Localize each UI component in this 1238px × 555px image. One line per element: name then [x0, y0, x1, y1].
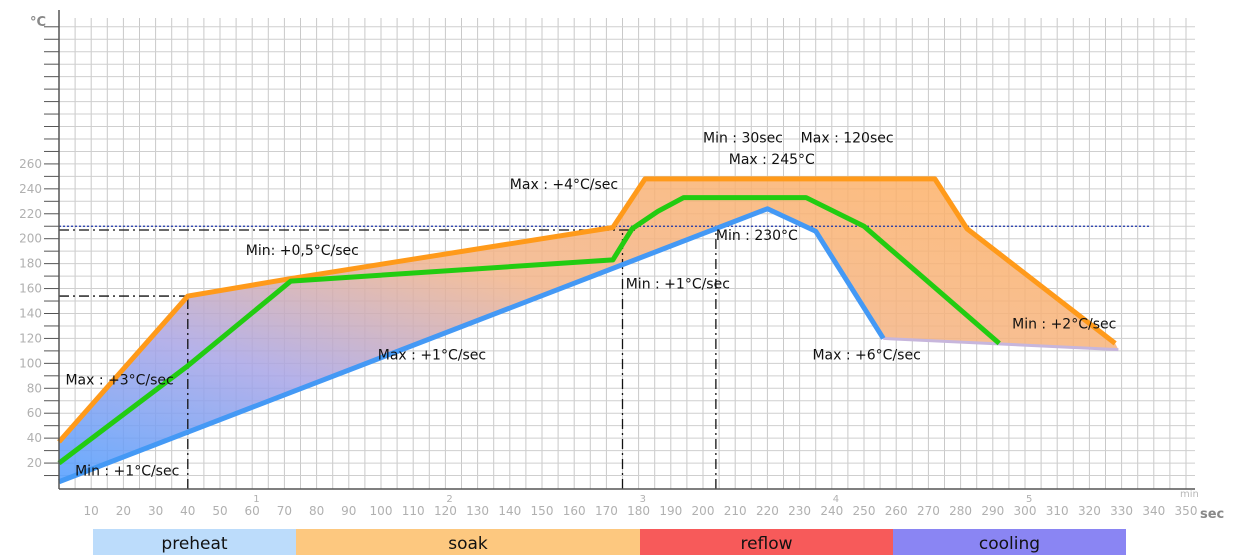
x-tick-label: 10 [84, 504, 99, 518]
phase-label: preheat [161, 534, 228, 554]
y-tick-label: 120 [19, 331, 42, 345]
x-tick-label: 280 [949, 504, 972, 518]
annotation-label: Min : 30sec Max : 120sec [703, 131, 894, 147]
x-tick-label: 240 [820, 504, 843, 518]
x-tick-label: 220 [756, 504, 779, 518]
y-tick-label: 60 [27, 406, 42, 420]
x-tick-label: 300 [1014, 504, 1037, 518]
y-tick-label: 100 [19, 356, 42, 370]
x-tick-label: 190 [659, 504, 682, 518]
y-tick-label: 200 [19, 232, 42, 246]
max-profile-line [57, 176, 1117, 444]
annotation-label: Max : +1°C/sec [378, 348, 486, 364]
x-tick-label: 70 [277, 504, 292, 518]
y-tick-label: 20 [27, 456, 42, 470]
minute-mark-label: 5 [1026, 494, 1032, 505]
x-tick-label: 160 [563, 504, 586, 518]
x-tick-label: 100 [370, 504, 393, 518]
x-tick-label: 330 [1110, 504, 1133, 518]
x-tick-label: 230 [788, 504, 811, 518]
profile-envelope [59, 178, 1119, 482]
x-axis-unit: sec [1200, 507, 1224, 522]
x-tick-label: 140 [498, 504, 521, 518]
cooling-envelope-edge [883, 336, 1119, 352]
x-tick-label: 310 [1046, 504, 1069, 518]
y-tick-label: 140 [19, 306, 42, 320]
x-tick-label: 290 [981, 504, 1004, 518]
x-tick-label: 170 [595, 504, 618, 518]
x-tick-label: 270 [917, 504, 940, 518]
y-tick-label: 40 [27, 431, 42, 445]
annotation-label: Max : 245°C [729, 152, 815, 168]
typical-profile-line [57, 195, 1001, 466]
phase-preheat-block [93, 529, 296, 555]
y-tick-label: 260 [19, 157, 42, 171]
phase-soak-block [296, 529, 640, 555]
x-tick-label: 260 [885, 504, 908, 518]
phase-label: cooling [979, 534, 1040, 554]
x-tick-label: 20 [116, 504, 131, 518]
envelope-area [59, 178, 1119, 482]
axes [44, 10, 1195, 490]
min-profile-line [58, 206, 886, 485]
x-axis-minute-unit: min [1180, 489, 1199, 500]
x-tick-label: 30 [148, 504, 163, 518]
annotation-label: Min: +0,5°C/sec [246, 243, 359, 259]
x-tick-label: 110 [402, 504, 425, 518]
annotation-label: Min : +1°C/sec [75, 464, 179, 480]
y-tick-label: 220 [19, 207, 42, 221]
annotation-label: Min : +1°C/sec [626, 277, 730, 293]
annotation-label: Max : +4°C/sec [510, 177, 618, 193]
x-tick-label: 150 [531, 504, 554, 518]
x-tick-label: 90 [341, 504, 356, 518]
y-tick-label: 160 [19, 282, 42, 296]
phase-reflow-block [640, 529, 893, 555]
minute-mark-label: 3 [640, 494, 646, 505]
x-tick-label: 210 [724, 504, 747, 518]
phase-bar: preheat soak reflow cooling [93, 529, 1126, 555]
x-tick-label: 50 [212, 504, 227, 518]
x-tick-label: 60 [245, 504, 260, 518]
x-tick-label: 80 [309, 504, 324, 518]
annotation-label: Min : 230°C [716, 228, 798, 244]
x-tick-label: 180 [627, 504, 650, 518]
phase-label: soak [448, 534, 488, 554]
series-lines [57, 176, 1117, 485]
x-tick-label: 40 [180, 504, 195, 518]
annotation-label: Max : +6°C/sec [812, 348, 920, 364]
x-tick-label: 200 [692, 504, 715, 518]
y-tick-label: 80 [27, 381, 42, 395]
x-tick-label: 250 [853, 504, 876, 518]
minute-mark-label: 4 [833, 494, 839, 505]
x-tick-label: 320 [1078, 504, 1101, 518]
x-tick-label: 120 [434, 504, 457, 518]
annotation-label: Max : +3°C/sec [65, 373, 173, 389]
y-tick-label: 240 [19, 182, 42, 196]
phase-label: reflow [740, 534, 792, 554]
annotation-label: Min : +2°C/sec [1012, 316, 1116, 332]
grid [58, 18, 1195, 489]
x-tick-label: 130 [466, 504, 489, 518]
phase-cooling-block [893, 529, 1126, 555]
minute-mark-label: 2 [446, 494, 452, 505]
x-tick-label: 350 [1175, 504, 1198, 518]
minute-mark-label: 1 [253, 494, 259, 505]
x-tick-label: 340 [1142, 504, 1165, 518]
annotations: Min : 30sec Max : 120sec Max : 245°C Max :… [65, 131, 1116, 480]
y-tick-label: 180 [19, 257, 42, 271]
y-axis-unit: °C [30, 15, 46, 30]
